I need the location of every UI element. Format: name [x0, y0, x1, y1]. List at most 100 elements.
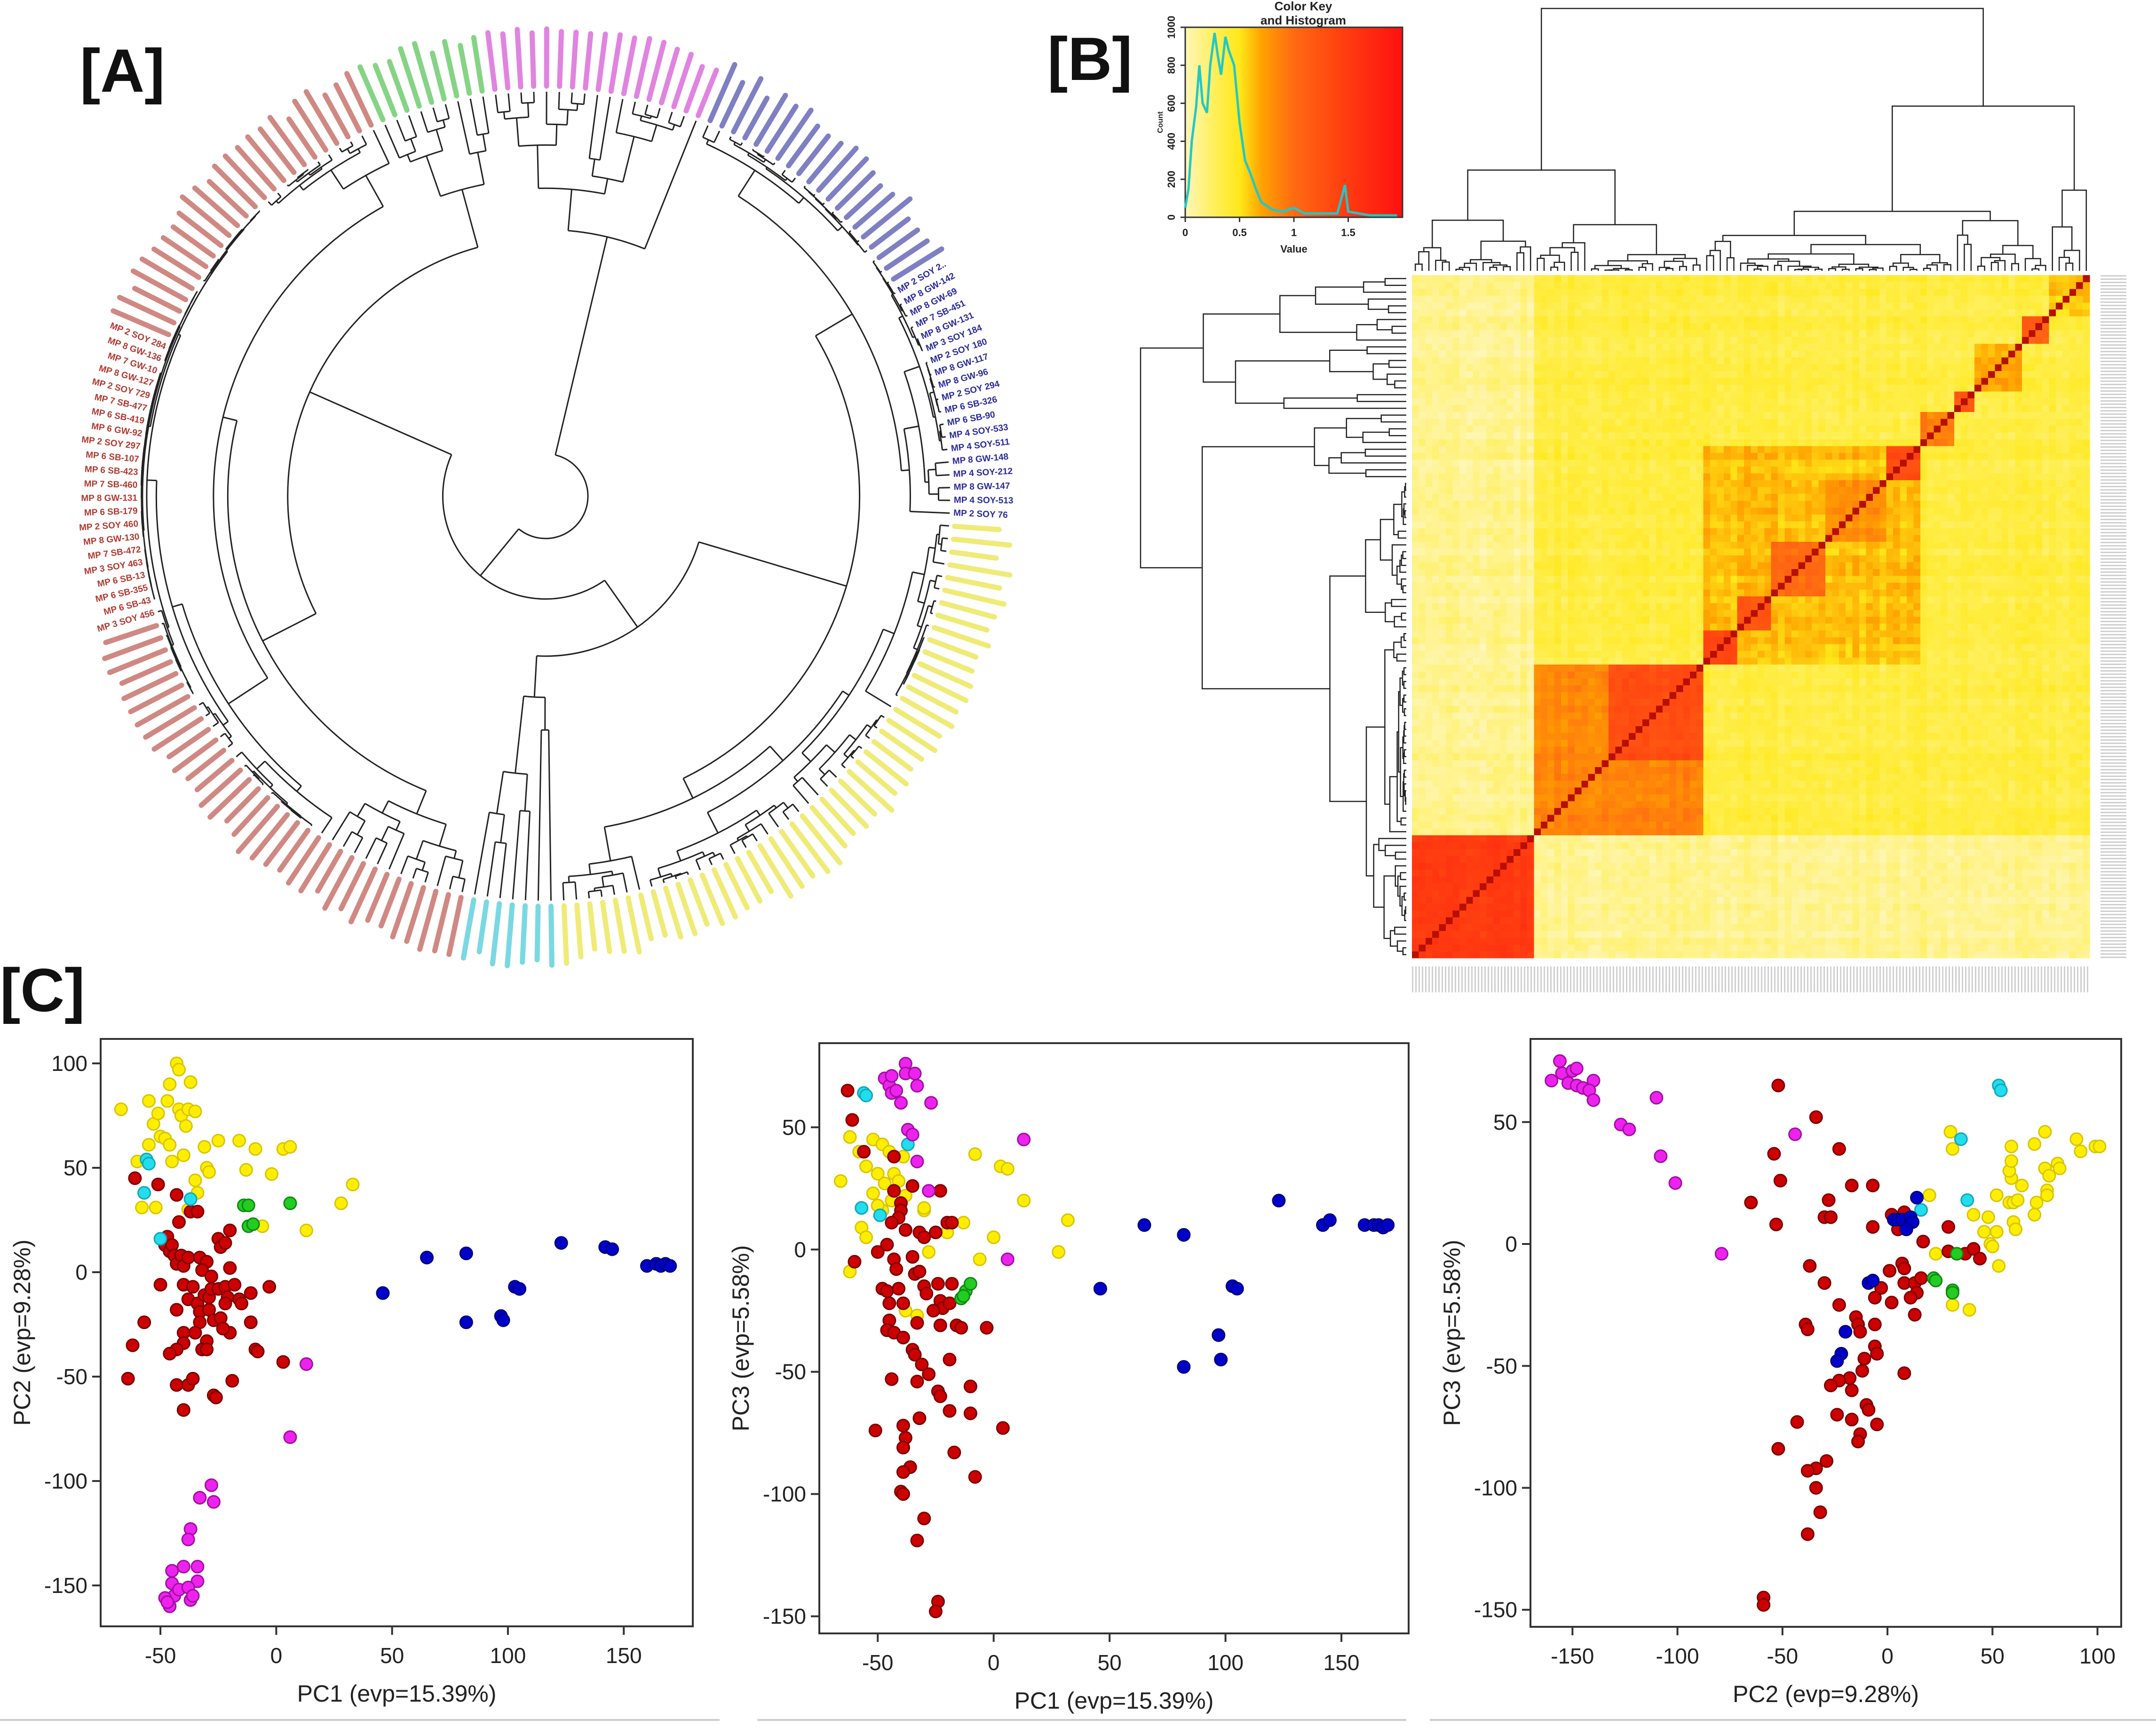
heatmap-cell — [1608, 521, 1616, 528]
heatmap-cell — [1520, 528, 1528, 535]
heatmap-cell — [1689, 889, 1697, 897]
heatmap-cell — [1425, 555, 1433, 562]
heatmap-cell — [1432, 944, 1440, 952]
heatmap-cell — [1480, 357, 1487, 364]
heatmap-cell — [1717, 794, 1724, 801]
heatmap-cell — [1615, 302, 1623, 310]
heatmap-cell — [1696, 876, 1704, 883]
heatmap-cell — [1676, 767, 1683, 774]
heatmap-cell — [1480, 582, 1487, 590]
heatmap-cell — [1425, 350, 1433, 357]
heatmap-cell — [1452, 869, 1460, 877]
heatmap-cell — [1574, 815, 1582, 822]
heatmap-cell — [1629, 719, 1636, 726]
heatmap-cell — [1432, 473, 1440, 481]
heatmap-cell — [1622, 493, 1629, 501]
heatmap-cell — [1480, 658, 1487, 665]
heatmap-cell — [1649, 924, 1657, 931]
heatmap-cell — [1554, 685, 1562, 692]
heatmap-cell — [1642, 446, 1649, 453]
heatmap-cell — [1540, 302, 1548, 310]
heatmap-cell — [1419, 377, 1426, 385]
heatmap-cell — [1601, 487, 1609, 494]
heatmap-cell — [1615, 480, 1623, 487]
heatmap-cell — [1615, 767, 1623, 774]
heatmap-cell — [1663, 507, 1670, 515]
heatmap-cell — [1534, 323, 1541, 330]
heatmap-cell — [1534, 521, 1541, 528]
heatmap-cell — [1486, 487, 1494, 494]
heatmap-cell — [1554, 425, 1562, 433]
heatmap-cell — [1629, 412, 1636, 419]
heatmap-cell — [1574, 466, 1582, 474]
heatmap-cell — [1506, 446, 1514, 453]
heatmap-cell — [1486, 889, 1494, 897]
heatmap-cell — [1473, 582, 1480, 590]
heatmap-cell — [1703, 896, 1711, 904]
heatmap-cell — [1649, 446, 1657, 453]
heatmap-cell — [1649, 691, 1657, 699]
heatmap-cell — [1588, 712, 1595, 720]
heatmap-cell — [1696, 848, 1704, 856]
heatmap-cell — [1656, 732, 1663, 740]
heatmap-cell — [1676, 815, 1683, 822]
heatmap-cell — [1588, 432, 1595, 440]
leaf-label-mark — [160, 235, 209, 269]
heatmap-cell — [1425, 773, 1433, 781]
heatmap-cell — [1656, 753, 1663, 761]
heatmap-cell — [1452, 705, 1460, 713]
heatmap-cell — [1500, 602, 1507, 610]
heatmap-cell — [1689, 862, 1697, 870]
heatmap-cell — [1473, 500, 1480, 508]
heatmap-cell — [1676, 808, 1683, 815]
heatmap-cell — [1649, 330, 1657, 337]
heatmap-cell — [1473, 876, 1480, 883]
heatmap-cell — [1486, 295, 1494, 303]
heatmap-cell — [1459, 944, 1466, 952]
heatmap-cell — [1669, 767, 1677, 774]
heatmap-cell — [1534, 364, 1541, 371]
heatmap-cell — [1520, 924, 1528, 931]
heatmap-cell — [1635, 432, 1643, 440]
heatmap-cell — [1534, 937, 1541, 945]
heatmap-cell — [1689, 917, 1697, 924]
heatmap-cell — [1696, 432, 1704, 440]
heatmap-cell — [1466, 685, 1474, 692]
heatmap-cell — [1568, 575, 1575, 583]
heatmap-cell — [1608, 678, 1616, 685]
dendrogram-branch — [708, 853, 724, 865]
heatmap-cell — [1622, 418, 1629, 426]
heatmap-cell — [1683, 739, 1690, 747]
heatmap-cell — [1669, 664, 1677, 672]
heatmap-cell — [1439, 602, 1446, 610]
heatmap-cell — [1642, 391, 1649, 398]
heatmap-cell — [1554, 343, 1562, 351]
heatmap-cell — [1459, 712, 1466, 720]
heatmap-cell — [1527, 521, 1534, 528]
heatmap-cell — [1432, 275, 1440, 283]
heatmap-cell — [1608, 555, 1616, 562]
heatmap-cell — [1540, 712, 1548, 720]
heatmap-cell — [1493, 404, 1500, 412]
heatmap-cell — [1520, 930, 1528, 938]
heatmap-cell — [1459, 856, 1466, 863]
heatmap-cell — [1703, 951, 1711, 959]
heatmap-cell — [1466, 835, 1474, 842]
heatmap-cell — [1615, 521, 1623, 528]
heatmap-cell — [1439, 705, 1446, 713]
heatmap-cell — [1473, 644, 1480, 651]
heatmap-cell — [1568, 869, 1575, 877]
heatmap-cell — [1683, 602, 1690, 610]
heatmap-cell — [1595, 883, 1602, 890]
leaf-label-mark — [951, 536, 1013, 548]
heatmap-cell — [1466, 357, 1474, 364]
heatmap-cell — [1663, 760, 1670, 768]
heatmap-cell — [1432, 412, 1440, 419]
heatmap-cell — [1527, 821, 1534, 829]
heatmap-cell — [1412, 473, 1419, 481]
heatmap-cell — [1710, 951, 1718, 959]
heatmap-cell — [1439, 951, 1446, 959]
leaf-label-mark — [746, 849, 774, 894]
heatmap-cell — [1425, 644, 1433, 651]
heatmap-cell — [1717, 316, 1724, 324]
